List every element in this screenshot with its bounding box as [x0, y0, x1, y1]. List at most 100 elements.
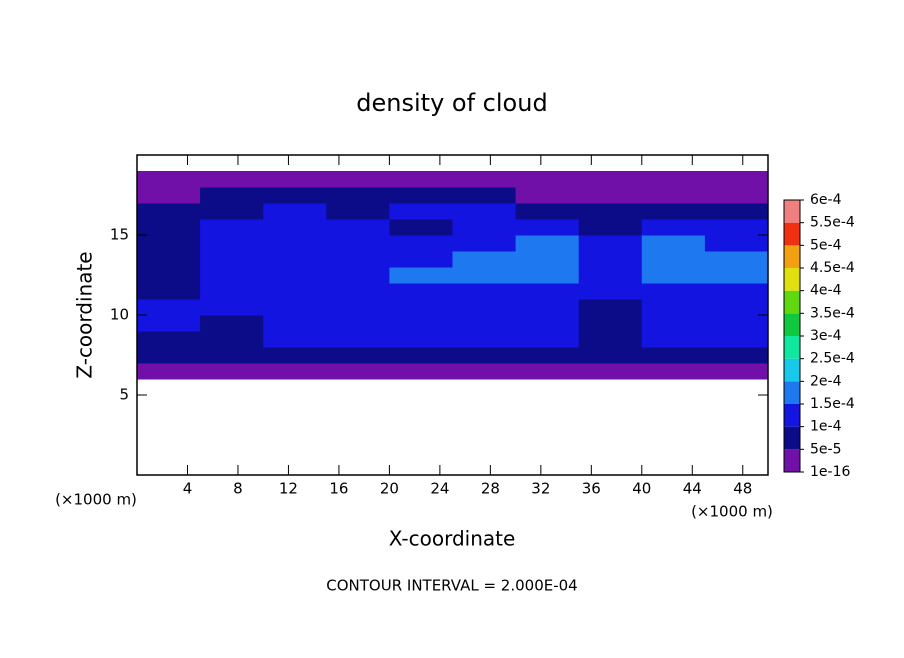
- colorbar-label: 4.5e-4: [810, 260, 855, 276]
- colorbar-band: [784, 404, 800, 427]
- contour-cell: [578, 251, 643, 268]
- colorbar-band: [784, 358, 800, 382]
- contour-cell: [389, 251, 453, 268]
- colorbar-label: 3e-4: [810, 328, 842, 344]
- contour-cell: [389, 283, 453, 300]
- contour-cell: [515, 283, 580, 300]
- contour-cell: [137, 347, 201, 364]
- contour-cell: [200, 203, 264, 220]
- contour-cell: [452, 235, 517, 252]
- contour-cell: [641, 347, 706, 364]
- contour-cell: [137, 187, 201, 204]
- contour-cell: [452, 171, 517, 188]
- contour-cell: [578, 171, 643, 188]
- contour-cell: [578, 203, 643, 220]
- colorbar-label: 1e-16: [810, 464, 850, 480]
- contour-cell: [389, 187, 453, 204]
- colorbar-label: 3.5e-4: [810, 305, 855, 321]
- contour-cell: [641, 299, 706, 316]
- colorbar-band: [784, 336, 800, 359]
- contour-cell: [704, 219, 769, 236]
- contour-cell: [704, 171, 769, 188]
- contour-cell: [515, 187, 580, 204]
- contour-cell: [452, 315, 517, 332]
- contour-cell: [641, 267, 706, 284]
- contour-cell: [200, 363, 264, 380]
- contour-cell: [137, 171, 201, 188]
- contour-cell: [263, 363, 327, 380]
- x-tick-label: 44: [683, 480, 702, 498]
- colorbar-label: 6e-4: [810, 192, 842, 208]
- contour-cell: [578, 219, 643, 236]
- contour-cell: [389, 235, 453, 252]
- contour-cell: [515, 235, 580, 252]
- contour-cell: [389, 219, 453, 236]
- contour-cell: [263, 315, 327, 332]
- contour-cell: [578, 299, 643, 316]
- contour-cell: [137, 235, 201, 252]
- colorbar-band: [784, 245, 800, 268]
- colorbar-band: [784, 268, 800, 291]
- contour-cell: [452, 251, 517, 268]
- contour-cell: [200, 331, 264, 348]
- contour-cell: [515, 267, 580, 284]
- contour-cell: [641, 283, 706, 300]
- contour-cell: [641, 203, 706, 220]
- contour-cell: [200, 187, 264, 204]
- chart-title: density of cloud: [356, 89, 547, 117]
- contour-cell: [515, 251, 580, 268]
- contour-cell: [389, 299, 453, 316]
- contour-cell: [389, 203, 453, 220]
- contour-cell: [326, 219, 390, 236]
- contour-cell: [452, 363, 517, 380]
- contour-cell: [200, 171, 264, 188]
- contour-cell: [452, 203, 517, 220]
- contour-cell: [578, 235, 643, 252]
- contour-cell: [641, 363, 706, 380]
- contour-cell: [704, 203, 769, 220]
- contour-cell: [704, 331, 769, 348]
- contour-cell: [137, 315, 201, 332]
- footer: CONTOUR INTERVAL = 2.000E-04: [326, 577, 577, 595]
- contour-cell: [200, 219, 264, 236]
- x-tick-label: 24: [430, 480, 449, 498]
- contour-cell: [641, 235, 706, 252]
- contour-cell: [578, 363, 643, 380]
- y-tick-label: 5: [119, 386, 129, 404]
- contour-cell: [452, 219, 517, 236]
- contour-cell: [578, 331, 643, 348]
- contour-cell: [452, 347, 517, 364]
- contour-cell: [326, 267, 390, 284]
- contour-cell: [452, 187, 517, 204]
- contour-cell: [515, 347, 580, 364]
- contour-cell: [200, 251, 264, 268]
- contour-cell: [641, 331, 706, 348]
- contour-cell: [515, 315, 580, 332]
- contour-cell: [641, 315, 706, 332]
- colorbar-band: [784, 426, 800, 450]
- contour-cell: [452, 299, 517, 316]
- x-tick-label: 12: [279, 480, 298, 498]
- contour-cell: [452, 331, 517, 348]
- contour-cell: [704, 315, 769, 332]
- colorbar-label: 2e-4: [810, 373, 842, 389]
- colorbar-band: [784, 381, 800, 404]
- contour-cell: [326, 299, 390, 316]
- contour-cell: [704, 267, 769, 284]
- contour-cell: [263, 331, 327, 348]
- contour-cell: [263, 187, 327, 204]
- contour-cell: [389, 315, 453, 332]
- colorbar-band: [784, 222, 800, 246]
- contour-cell: [137, 267, 201, 284]
- contour-cell: [326, 331, 390, 348]
- colorbar-label: 1.5e-4: [810, 396, 855, 412]
- contour-cell: [263, 171, 327, 188]
- contour-cell: [137, 331, 201, 348]
- x-unit: (×1000 m): [691, 503, 773, 521]
- contour-cell: [515, 363, 580, 380]
- x-tick-label: 28: [481, 480, 500, 498]
- x-tick-label: 32: [531, 480, 550, 498]
- contour-cell: [200, 267, 264, 284]
- contour-cell: [515, 331, 580, 348]
